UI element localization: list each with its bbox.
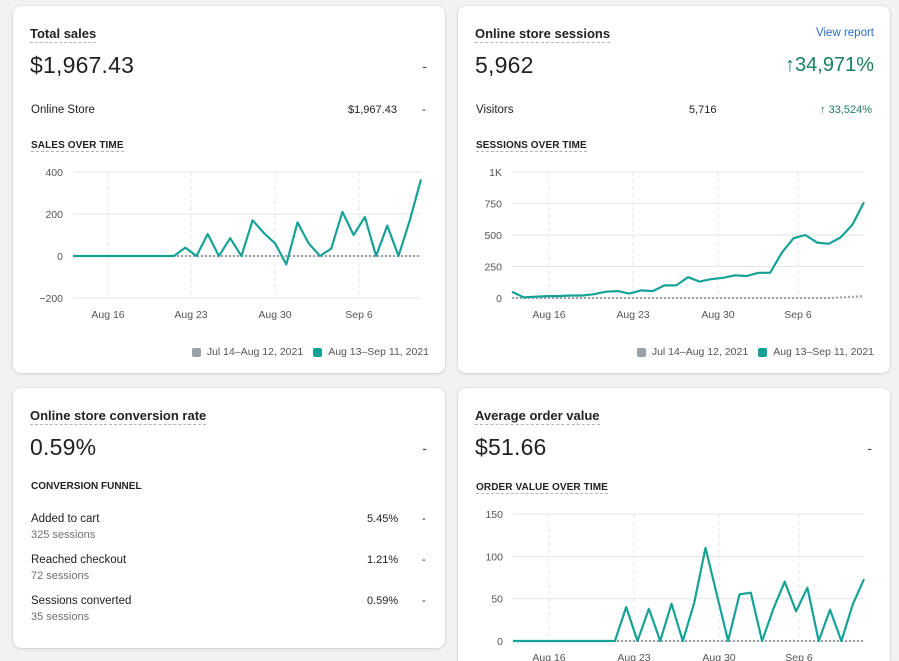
x-tick-label: Aug 23: [617, 652, 650, 661]
funnel-added-to-cart-value: 5.45%: [367, 513, 399, 525]
y-tick-label: 250: [484, 262, 502, 274]
aov-change: -: [867, 440, 872, 456]
online-store-label: Online Store: [31, 104, 95, 116]
y-tick-label: 1K: [489, 167, 502, 179]
y-tick-label: 0: [497, 636, 503, 648]
x-tick-label: Aug 23: [174, 309, 207, 321]
aov-title[interactable]: Average order value: [475, 408, 600, 425]
legend-previous-label: Jul 14–Aug 12, 2021: [206, 346, 304, 358]
x-tick-label: Aug 16: [532, 309, 565, 321]
sessions-chart[interactable]: 1K 750 500 250 0 Aug 16 Aug 23 Aug 30 Sep 6: [458, 158, 890, 333]
legend-swatch-current: [758, 347, 768, 357]
funnel-sessions-converted-value: 0.59%: [367, 595, 399, 607]
y-tick-label: −200: [39, 293, 63, 305]
aov-chart[interactable]: 150 100 50 0 Aug 16 Aug 23 Aug 30 Sep 6: [458, 502, 890, 661]
funnel-sessions-converted-change: -: [422, 595, 426, 607]
x-tick-label: Aug 30: [258, 309, 291, 321]
sessions-value: 5,962: [475, 52, 534, 78]
x-tick-label: Sep 6: [785, 652, 813, 661]
funnel-sessions-converted-sessions: 35 sessions: [31, 611, 90, 623]
sessions-chart-label[interactable]: SESSIONS OVER TIME: [476, 140, 587, 152]
y-tick-label: 200: [45, 209, 63, 221]
conversion-title[interactable]: Online store conversion rate: [30, 408, 207, 425]
previous-period-line: [512, 295, 865, 299]
legend-current-label: Aug 13–Sep 11, 2021: [773, 346, 874, 358]
y-tick-label: 0: [496, 293, 502, 305]
y-tick-label: 750: [484, 199, 502, 211]
view-report-link[interactable]: View report: [816, 27, 874, 39]
aov-chart-label[interactable]: ORDER VALUE OVER TIME: [476, 482, 608, 494]
visitors-value: 5,716: [689, 104, 717, 116]
current-period-line: [513, 546, 866, 643]
x-tick-label: Aug 30: [701, 309, 734, 321]
sales-legend: Jul 14–Aug 12, 2021 Aug 13–Sep 11, 2021: [191, 346, 429, 358]
funnel-added-to-cart-change: -: [422, 513, 426, 525]
sessions-legend: Jul 14–Aug 12, 2021 Aug 13–Sep 11, 2021: [636, 346, 874, 358]
conversion-card: Online store conversion rate 0.59% - CON…: [13, 388, 445, 648]
funnel-added-to-cart-label: Added to cart: [31, 513, 100, 525]
y-tick-label: 400: [45, 167, 63, 179]
x-tick-label: Aug 30: [702, 652, 735, 661]
y-tick-label: 0: [57, 251, 63, 263]
funnel-reached-checkout-sessions: 72 sessions: [31, 570, 90, 582]
x-tick-label: Sep 6: [345, 309, 373, 321]
x-tick-label: Sep 6: [784, 309, 812, 321]
conversion-value: 0.59%: [30, 434, 97, 460]
conversion-change: -: [422, 440, 427, 456]
funnel-reached-checkout-change: -: [422, 554, 426, 566]
legend-current-label: Aug 13–Sep 11, 2021: [328, 346, 429, 358]
funnel-sessions-converted-label: Sessions converted: [31, 595, 132, 607]
y-tick-label: 100: [485, 551, 503, 563]
sessions-card: Online store sessions View report 5,962 …: [458, 6, 890, 373]
total-sales-value: $1,967.43: [30, 52, 135, 78]
sessions-title[interactable]: Online store sessions: [475, 26, 611, 43]
y-tick-label: 150: [485, 509, 503, 521]
x-tick-label: Aug 23: [616, 309, 649, 321]
visitors-label: Visitors: [476, 104, 514, 116]
legend-swatch-previous: [636, 347, 646, 357]
sessions-change: ↑34,971%: [785, 54, 874, 76]
funnel-reached-checkout-value: 1.21%: [367, 554, 399, 566]
aov-card: Average order value $51.66 - ORDER VALUE…: [458, 388, 890, 661]
sales-chart[interactable]: 400 200 0 −200 Aug 16 Aug 23 Aug 30 Sep 6: [13, 158, 445, 333]
sales-chart-label[interactable]: SALES OVER TIME: [31, 140, 124, 152]
current-period-line: [511, 201, 865, 299]
total-sales-card: Total sales $1,967.43 - Online Store $1,…: [13, 6, 445, 373]
conversion-funnel-label: CONVERSION FUNNEL: [31, 481, 142, 492]
funnel-added-to-cart-sessions: 325 sessions: [31, 529, 96, 541]
visitors-change: ↑ 33,524%: [820, 104, 872, 116]
legend-previous-label: Jul 14–Aug 12, 2021: [651, 346, 749, 358]
legend-swatch-current: [313, 347, 323, 357]
x-tick-label: Aug 16: [91, 309, 124, 321]
aov-value: $51.66: [475, 434, 547, 460]
total-sales-title[interactable]: Total sales: [30, 26, 97, 43]
online-store-value: $1,967.43: [348, 104, 397, 116]
y-tick-label: 50: [491, 594, 503, 606]
online-store-change: -: [422, 104, 426, 116]
current-period-line: [73, 179, 423, 266]
x-tick-label: Aug 16: [532, 652, 565, 661]
total-sales-change: -: [422, 58, 427, 74]
funnel-reached-checkout-label: Reached checkout: [31, 554, 127, 566]
legend-swatch-previous: [191, 347, 201, 357]
y-tick-label: 500: [484, 230, 502, 242]
